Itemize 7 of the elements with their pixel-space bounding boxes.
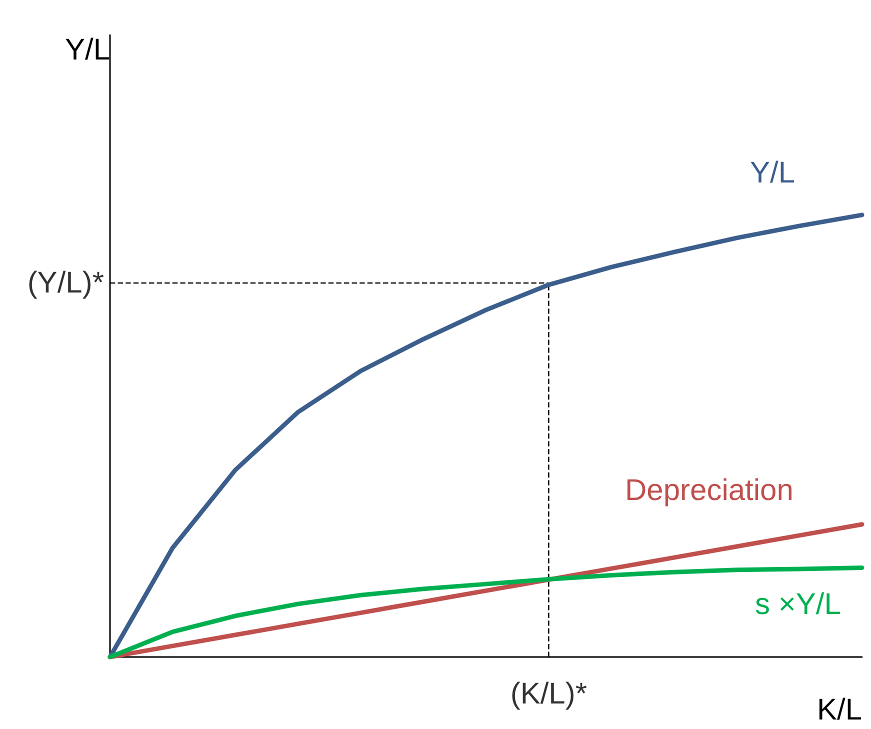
series-label: s ×Y/L <box>755 588 841 622</box>
series-label: Depreciation <box>625 474 794 507</box>
x-axis-title: K/L <box>816 694 862 726</box>
y-axis-title: Y/L <box>64 34 110 66</box>
series-label: Y/L <box>750 156 796 190</box>
text: (K/L)* <box>510 678 588 710</box>
ref-line-label: (Y/L)* <box>27 266 104 300</box>
